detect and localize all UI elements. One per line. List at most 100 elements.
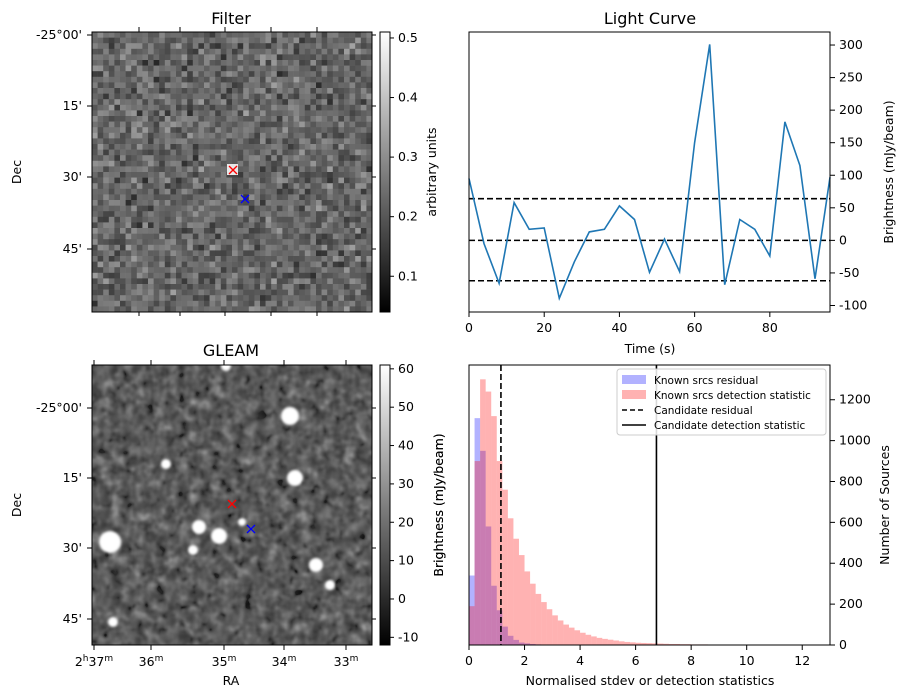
detection-bar <box>607 639 614 645</box>
x-tick-label: 20 <box>536 320 552 335</box>
legend-box <box>616 368 827 436</box>
detection-bar <box>507 518 514 645</box>
red-cross-marker <box>227 499 237 509</box>
colorbar-tick-label: 0.5 <box>398 30 418 45</box>
lightcurve-series <box>468 44 831 301</box>
residual-bar <box>513 639 519 645</box>
x-tick-label: 40 <box>611 320 627 335</box>
gleam-title: GLEAM <box>203 341 259 360</box>
detection-bar <box>574 630 581 645</box>
histogram-y-ticks: 0 200 400 600 800 1000 1200 <box>830 392 871 652</box>
detection-bar <box>646 643 653 645</box>
residual-bar <box>469 575 475 645</box>
bright-source <box>287 470 303 486</box>
filter-image <box>92 32 373 313</box>
colorbar-tick-label: 0.2 <box>398 209 418 224</box>
colorbar-tick-label: 0.3 <box>398 149 418 164</box>
colorbar-tick-label: 30 <box>398 476 414 491</box>
gleam-xlabel: RA <box>223 673 240 688</box>
bright-source <box>221 361 231 371</box>
x-tick-label: 80 <box>762 320 778 335</box>
detection-bar <box>580 632 586 645</box>
detection-bar <box>485 391 492 645</box>
blue-cross-marker <box>246 524 256 534</box>
dec-tick-label: 30' <box>63 540 82 555</box>
dec-tick-label: -25°00' <box>36 400 82 415</box>
detection-bar <box>602 638 608 645</box>
colorbar-tick-label: -10 <box>398 629 418 644</box>
lightcurve-frame <box>468 31 831 313</box>
bright-source <box>188 545 198 555</box>
detection-bar <box>518 555 525 645</box>
y-tick-label: -50 <box>839 265 859 280</box>
gleam-colorbar-ticks: -10 0 10 20 30 40 50 60 <box>390 361 418 644</box>
detection-bar <box>530 583 536 645</box>
detection-bar <box>652 643 658 645</box>
detection-bar <box>585 634 592 645</box>
detection-bar <box>591 636 597 645</box>
red-cross-marker <box>228 165 238 175</box>
colorbar-tick-label: 20 <box>398 514 414 529</box>
detection-bar <box>552 615 558 645</box>
bright-source <box>161 459 171 469</box>
lightcurve-ylabel: Brightness (mJy/beam) <box>881 100 896 243</box>
residual-bar <box>485 526 492 645</box>
bright-source <box>211 528 227 544</box>
bright-source <box>192 520 206 534</box>
detection-bar <box>568 627 575 645</box>
filter-title: Filter <box>211 9 251 28</box>
detection-bar <box>641 642 647 645</box>
detection-bar <box>613 640 619 645</box>
legend-swatch <box>622 390 646 399</box>
filter-dec-ticks: -25°00' 15' 30' 45' <box>36 27 376 316</box>
gleam-colorbar-label: Brightness (mJy/beam) <box>431 433 446 576</box>
residual-bar <box>491 585 497 645</box>
legend-swatch <box>622 375 646 384</box>
histogram-legend: Known srcs residual Known srcs detection … <box>616 368 827 436</box>
detection-bar <box>491 416 497 645</box>
gleam-frame <box>91 364 373 646</box>
filter-ylabel: Dec <box>9 160 24 184</box>
x-tick-label: 8 <box>687 653 695 668</box>
detection-bar <box>469 606 475 645</box>
bright-source <box>281 407 299 425</box>
filter-colorbar-ticks: 0.1 0.2 0.3 0.4 0.5 <box>390 30 418 283</box>
x-tick-label: 12 <box>794 653 810 668</box>
colorbar-tick-label: 60 <box>398 361 414 376</box>
ra-tick-label: 33m <box>334 654 359 669</box>
bright-source <box>99 531 121 553</box>
residual-bar <box>496 610 503 645</box>
histogram-bars <box>469 379 764 645</box>
detection-bar <box>635 642 642 645</box>
detection-bar <box>663 643 669 645</box>
dec-tick-label: 15' <box>63 470 82 485</box>
detection-bar <box>541 602 547 645</box>
residual-bar <box>518 642 525 645</box>
y-tick-label: 300 <box>839 37 863 52</box>
x-tick-label: 10 <box>739 653 755 668</box>
detection-bar <box>513 538 519 645</box>
y-tick-label: 250 <box>839 70 863 85</box>
detection-bar <box>546 609 553 645</box>
detection-bar <box>557 620 564 645</box>
detection-bar <box>502 489 508 645</box>
y-tick-label: 50 <box>839 200 855 215</box>
histogram-xlabel: Normalised stdev or detection statistics <box>526 673 775 688</box>
histogram-frame <box>468 364 831 646</box>
detection-bar <box>668 643 675 645</box>
dec-tick-label: 30' <box>63 169 82 184</box>
lightcurve-line <box>468 44 831 301</box>
lightcurve-panel: Light Curve 0 20 40 60 80 -100 -50 0 50 100 150 20… <box>465 9 896 356</box>
lightcurve-y-ticks: -100 -50 0 50 100 150 200 250 300 <box>830 37 867 312</box>
detection-bar <box>618 641 625 645</box>
filter-frame <box>91 31 373 313</box>
lightcurve-xlabel: Time (s) <box>624 341 676 356</box>
blue-cross-marker <box>240 194 250 204</box>
colorbar-tick-label: 0.4 <box>398 90 418 105</box>
x-tick-label: 0 <box>465 320 473 335</box>
y-tick-label: 0 <box>839 232 847 247</box>
lightcurve-x-ticks: 0 20 40 60 80 <box>465 312 778 335</box>
detection-bar <box>524 571 531 645</box>
filter-colorbar <box>379 31 391 313</box>
